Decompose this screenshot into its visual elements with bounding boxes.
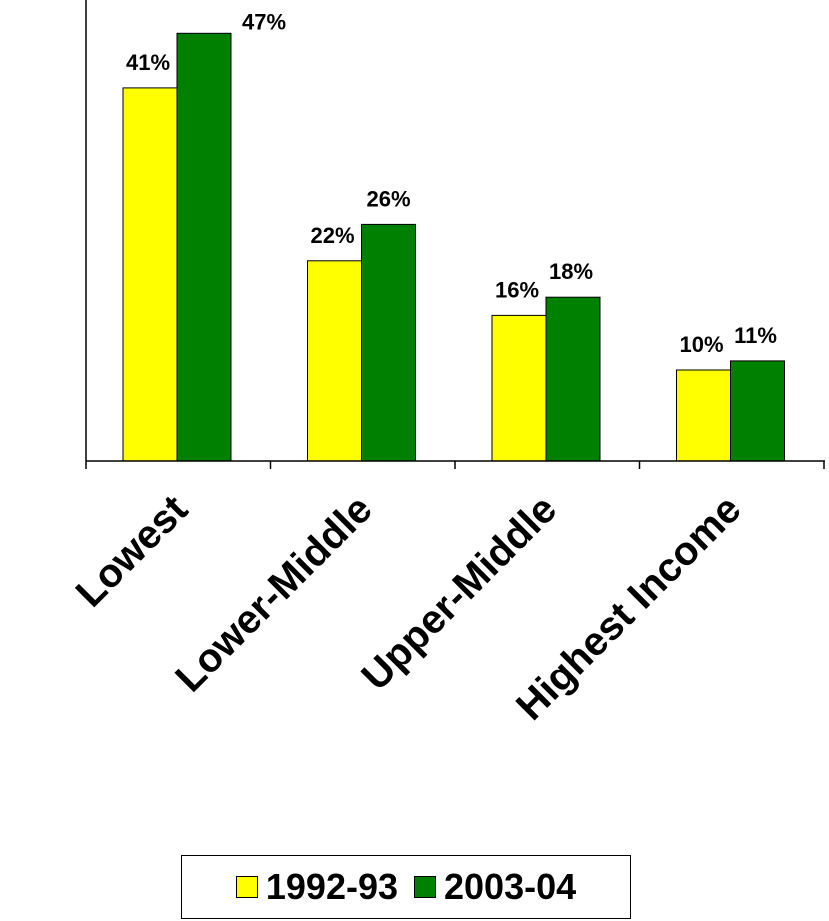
data-label-lower-middle-series-1: 22%	[310, 223, 354, 248]
bar-upper-middle-series-2	[545, 296, 601, 462]
data-label-lowest-series-1: 41%	[126, 50, 170, 75]
bar-lowest-series-2	[176, 32, 232, 462]
legend-item-series-1: 1992-93	[235, 866, 398, 907]
legend-swatch-series-2	[414, 876, 436, 898]
legend-item-series-2: 2003-04	[414, 869, 576, 905]
legend: 1992-93 2003-04	[181, 855, 631, 919]
legend-label-series-1: 1992-93	[265, 866, 398, 907]
category-label-upper-middle: Upper-Middle	[353, 487, 565, 699]
bar-lower-middle-series-2	[361, 223, 416, 462]
data-label-upper-middle-series-2: 18%	[549, 259, 593, 284]
bar-lower-middle-series-1	[307, 260, 362, 462]
data-label-highest-income-series-2: 11%	[734, 323, 777, 348]
legend-label-series-2: 2003-04	[444, 866, 577, 907]
value-labels-layer: 41% 47% 22% 26% 16% 18% 10% 11%	[126, 9, 777, 357]
bar-chart: 41% 47% 22% 26% 16% 18% 10% 11% LowestLower-Mid…	[68, 0, 825, 729]
category-label-lower-middle: Lower-Middle	[167, 487, 380, 700]
legend-swatch-series-1	[235, 876, 258, 898]
category-label-lowest: Lowest	[68, 487, 197, 616]
bar-upper-middle-series-1	[491, 314, 547, 462]
x-axis-ticks	[85, 461, 825, 469]
data-label-lower-middle-series-2: 26%	[366, 186, 410, 211]
data-label-highest-income-series-1: 10%	[679, 332, 723, 357]
bar-highest-income-series-2	[730, 360, 785, 462]
data-label-lowest-series-2: 47%	[242, 9, 286, 34]
bar-highest-income-series-1	[676, 369, 731, 462]
bar-lowest-series-1	[122, 87, 178, 462]
data-label-upper-middle-series-1: 16%	[495, 277, 539, 302]
bars-layer	[122, 32, 785, 462]
